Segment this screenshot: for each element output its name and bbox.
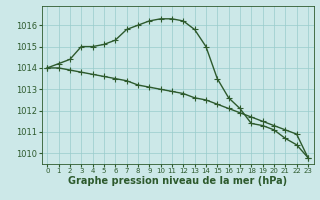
X-axis label: Graphe pression niveau de la mer (hPa): Graphe pression niveau de la mer (hPa) bbox=[68, 176, 287, 186]
